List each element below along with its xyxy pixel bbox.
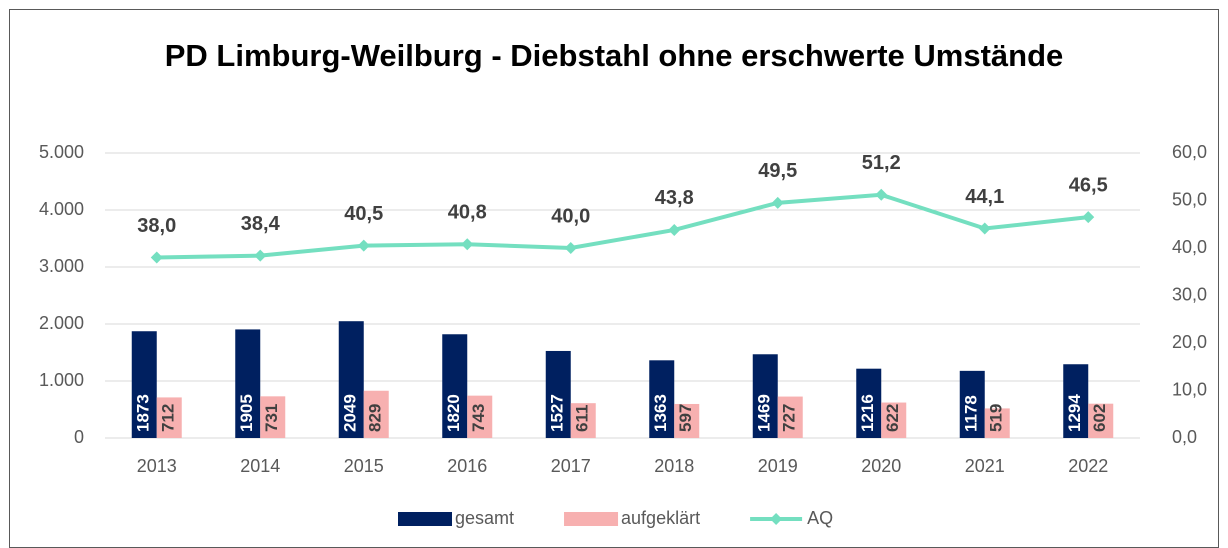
- line-value-label: 51,2: [862, 152, 901, 174]
- y-tick-label: 1.000: [39, 370, 84, 390]
- bar: [881, 402, 907, 438]
- x-tick-label: 2018: [654, 456, 694, 476]
- line-marker: [1082, 211, 1095, 224]
- y2-tick-label: 50,0: [1172, 189, 1207, 209]
- bar: [959, 370, 985, 438]
- line-value-label: 44,1: [965, 186, 1004, 208]
- line-marker: [254, 249, 267, 262]
- line-marker: [357, 239, 370, 252]
- line-marker: [978, 222, 991, 235]
- line-value-label: 38,0: [137, 215, 176, 237]
- y-tick-label: 4.000: [39, 199, 84, 219]
- bar: [674, 403, 700, 438]
- legend-swatch: [564, 512, 619, 526]
- y2-tick-label: 20,0: [1172, 332, 1207, 352]
- bar: [649, 360, 675, 438]
- bar-value-label: 1216: [858, 394, 877, 432]
- bar: [260, 396, 286, 438]
- bar-value-label: 1469: [755, 394, 774, 432]
- y-tick-label: 0: [74, 427, 84, 447]
- x-tick-label: 2017: [551, 456, 591, 476]
- bar-value-label: 1363: [651, 394, 670, 432]
- bar-value-label: 611: [573, 405, 592, 432]
- x-tick-label: 2021: [965, 456, 1005, 476]
- y2-tick-label: 40,0: [1172, 237, 1207, 257]
- bar: [1063, 364, 1089, 438]
- bar-value-label: 731: [262, 404, 281, 432]
- bar-value-label: 622: [883, 404, 902, 432]
- chart-title: PD Limburg-Weilburg - Diebstahl ohne ers…: [164, 38, 1064, 73]
- x-tick-label: 2013: [137, 456, 177, 476]
- line-value-label: 40,5: [344, 203, 383, 225]
- bar-value-label: 602: [1090, 404, 1109, 432]
- bar: [467, 395, 493, 438]
- legend-label: gesamt: [455, 508, 514, 528]
- y-tick-label: 5.000: [39, 142, 84, 162]
- line-value-label: 38,4: [241, 213, 281, 235]
- line-value-label: 40,0: [551, 205, 590, 227]
- bar-value-label: 829: [366, 404, 385, 432]
- y2-tick-label: 10,0: [1172, 379, 1207, 399]
- bar: [984, 408, 1010, 438]
- x-tick-label: 2020: [861, 456, 901, 476]
- bar-value-label: 519: [987, 404, 1006, 432]
- y-tick-label: 2.000: [39, 313, 84, 333]
- bar: [442, 334, 468, 438]
- y2-tick-label: 0,0: [1172, 427, 1197, 447]
- line-value-label: 49,5: [758, 160, 797, 182]
- y2-tick-label: 30,0: [1172, 284, 1207, 304]
- bar: [363, 390, 389, 438]
- bar: [777, 396, 803, 438]
- line-marker: [875, 188, 888, 201]
- bar-value-label: 743: [469, 404, 488, 432]
- bar-value-label: 712: [159, 404, 178, 432]
- bar-value-label: 2049: [341, 394, 360, 432]
- bar: [338, 321, 364, 438]
- bar-value-label: 1905: [237, 394, 256, 432]
- bar-value-label: 1820: [444, 394, 463, 432]
- bar-value-label: 727: [780, 404, 799, 432]
- legend-swatch: [398, 512, 452, 526]
- bar-value-label: 1178: [962, 395, 981, 432]
- bar: [156, 397, 182, 438]
- legend-marker: [770, 513, 783, 525]
- bar: [856, 368, 882, 438]
- bar-value-label: 1294: [1065, 394, 1084, 432]
- line-value-label: 43,8: [655, 187, 694, 209]
- line-marker: [564, 242, 577, 254]
- x-tick-label: 2019: [758, 456, 798, 476]
- x-tick-label: 2014: [240, 456, 280, 476]
- legend-label: aufgeklärt: [621, 508, 700, 528]
- legend-label: AQ: [807, 508, 833, 528]
- bar: [570, 403, 596, 438]
- bar: [235, 329, 261, 438]
- line-marker: [771, 196, 784, 209]
- bar: [752, 354, 778, 438]
- bar: [131, 331, 157, 438]
- line-value-label: 46,5: [1069, 174, 1108, 196]
- bar: [1088, 403, 1114, 438]
- line: [156, 192, 1089, 260]
- x-tick-label: 2022: [1068, 456, 1108, 476]
- bar-value-label: 597: [676, 404, 695, 432]
- bar: [545, 350, 571, 438]
- bar-value-label: 1527: [548, 394, 567, 432]
- x-tick-label: 2015: [344, 456, 384, 476]
- chart-border: [9, 9, 1219, 548]
- line-marker: [461, 238, 474, 251]
- line-value-label: 40,8: [448, 201, 487, 223]
- y2-tick-label: 60,0: [1172, 142, 1207, 162]
- line-marker: [668, 223, 681, 236]
- x-tick-label: 2016: [447, 456, 487, 476]
- line-marker: [150, 251, 163, 264]
- y-tick-label: 3.000: [39, 256, 84, 276]
- bar-value-label: 1873: [134, 394, 153, 432]
